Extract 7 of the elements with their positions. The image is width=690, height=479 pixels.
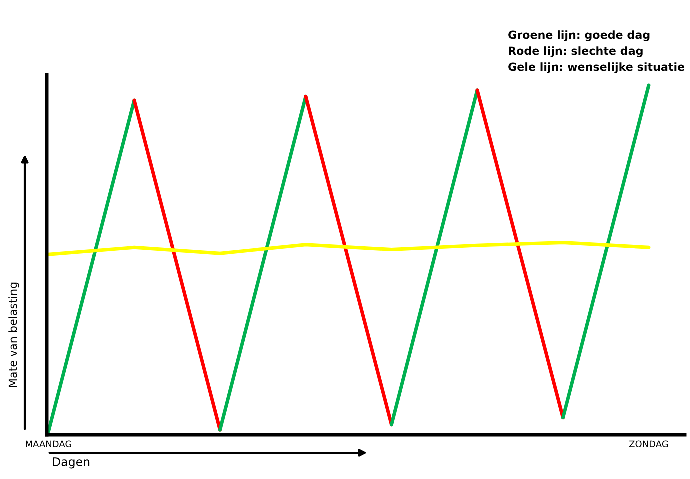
text: Gele lijn: wenselijke situatie [508, 62, 685, 74]
x-tick-label: ZONDAG [629, 440, 668, 448]
x-axis-title: Dagen [53, 458, 90, 469]
text: Rode lijn: slechte dag [509, 46, 643, 58]
y-axis-title: Mate van belasting [8, 282, 20, 388]
text: Groene lijn: goede dag [508, 30, 650, 42]
x-tick-label: MAANDAG [26, 440, 72, 448]
